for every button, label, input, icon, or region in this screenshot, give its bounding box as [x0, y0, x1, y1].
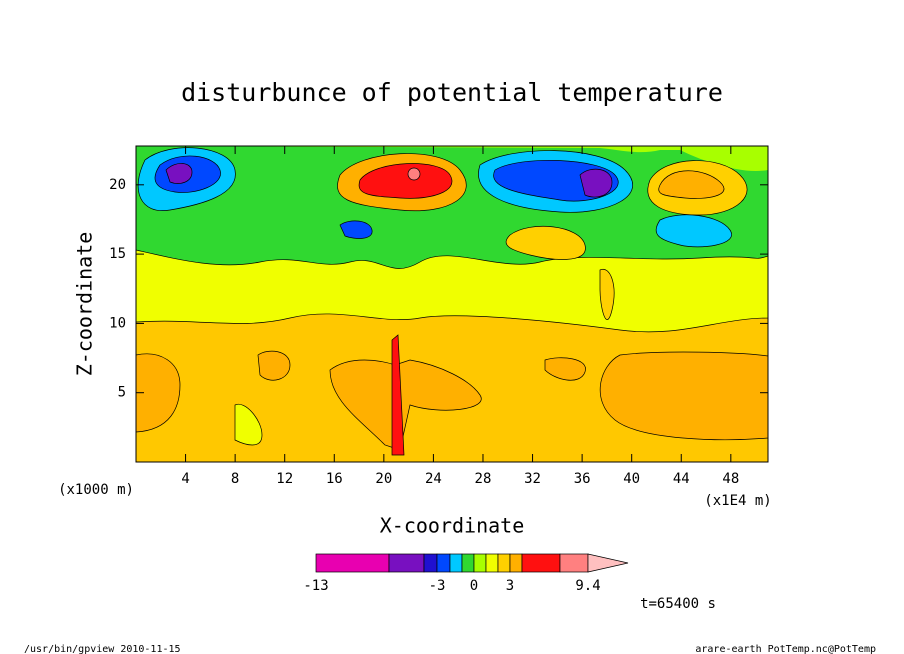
chart-title: disturbunce of potential temperature [181, 78, 723, 107]
x-tick-label: 4 [181, 471, 189, 487]
colorbar-extension [587, 553, 629, 573]
colorbar-segment [521, 553, 561, 573]
footer-left: /usr/bin/gpview 2010-11-15 [24, 644, 181, 654]
x-tick-label: 24 [425, 471, 442, 487]
y-tick-label: 10 [109, 315, 126, 331]
colorbar-tick-label: -13 [303, 578, 328, 594]
y-tick-label: 15 [109, 246, 126, 262]
y-unit-label: (x1000 m) [58, 482, 134, 498]
colorbar-tick-label: 9.4 [575, 578, 600, 594]
time-label: t=65400 s [640, 596, 716, 612]
colorbar-segment [473, 553, 487, 573]
y-axis-label: Z-coordinate [73, 232, 97, 377]
colorbar-segment [497, 553, 511, 573]
x-tick-label: 20 [375, 471, 392, 487]
x-tick-label: 36 [574, 471, 591, 487]
footer-right: arare-earth_PotTemp.nc@PotTemp [695, 644, 876, 654]
x-unit-label: (x1E4 m) [704, 493, 771, 509]
colorbar-segment [388, 553, 425, 573]
x-tick-label: 32 [524, 471, 541, 487]
colorbar-segment [509, 553, 523, 573]
colorbar-segment [461, 553, 475, 573]
colorbar-segment [485, 553, 499, 573]
colorbar-segment [315, 553, 390, 573]
x-tick-label: 16 [326, 471, 343, 487]
x-tick-label: 48 [722, 471, 739, 487]
x-tick-label: 28 [475, 471, 492, 487]
colorbar-tick-label: 0 [470, 578, 478, 594]
x-tick-label: 44 [673, 471, 690, 487]
x-tick-label: 12 [276, 471, 293, 487]
colorbar-segment [436, 553, 451, 573]
contour-field [136, 146, 768, 462]
x-axis-label: X-coordinate [380, 514, 525, 538]
y-tick-label: 20 [109, 177, 126, 193]
colorbar-segment [559, 553, 589, 573]
y-tick-label: 5 [118, 385, 126, 401]
plot-frame [135, 145, 769, 463]
x-tick-label: 8 [231, 471, 239, 487]
colorbar: -13 -3 0 3 9.4 [303, 553, 629, 594]
colorbar-tick-label: -3 [429, 578, 446, 594]
colorbar-tick-label: 3 [506, 578, 514, 594]
x-tick-label: 40 [623, 471, 640, 487]
colorbar-segment [449, 553, 463, 573]
colorbar-segment [423, 553, 438, 573]
